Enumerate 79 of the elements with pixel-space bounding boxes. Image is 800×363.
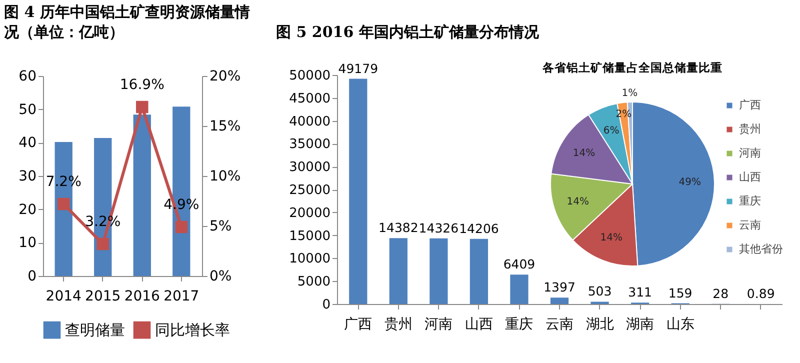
y-tick-label: 20000 bbox=[289, 206, 330, 221]
data-label: 14206 bbox=[459, 220, 499, 236]
chart-title: 图 4 历年中国铝土矿查明资源储量情况（单位：亿吨） bbox=[4, 2, 251, 42]
bar bbox=[430, 238, 448, 304]
y-tick-label: 10 bbox=[18, 235, 36, 252]
point bbox=[175, 220, 188, 234]
y-tick-label: 60 bbox=[18, 68, 36, 84]
legend-label: 广西 bbox=[739, 98, 761, 112]
x-tick-label: 重庆 bbox=[505, 316, 534, 332]
data-label: 4.9% bbox=[164, 197, 200, 213]
point bbox=[136, 100, 148, 114]
y-tick-label: 0 bbox=[28, 268, 36, 284]
y2-tick-label: 20% bbox=[210, 68, 241, 84]
y-tick-label: 40000 bbox=[289, 114, 330, 130]
chart-title: 各省铝土矿储量占全国总储量比重 bbox=[542, 60, 722, 75]
y-tick-label: 15000 bbox=[289, 228, 330, 244]
x-tick-label: 贵州 bbox=[384, 316, 412, 332]
x-tick-label: 湖南 bbox=[626, 316, 654, 332]
y2-tick-label: 10% bbox=[210, 168, 241, 184]
y-tick-label: 30000 bbox=[289, 160, 330, 176]
bar bbox=[550, 298, 569, 304]
x-tick-label: 湖北 bbox=[586, 316, 614, 332]
y-tick-label: 30 bbox=[18, 168, 36, 184]
point bbox=[57, 198, 70, 210]
data-label: 16.9% bbox=[120, 77, 164, 93]
bar bbox=[389, 238, 408, 304]
legend-label: 同比增长率 bbox=[155, 321, 230, 340]
legend-label: 贵州 bbox=[739, 122, 761, 136]
x-tick-label: 2016 bbox=[124, 288, 160, 304]
data-label: 1397 bbox=[544, 280, 576, 295]
bar bbox=[510, 274, 528, 304]
chart-title: 图 5 2016 年国内铝土矿储量分布情况 bbox=[276, 22, 540, 42]
y-tick-label: 5000 bbox=[297, 274, 330, 290]
legend-label: 云南 bbox=[739, 218, 761, 232]
data-label: 49179 bbox=[338, 60, 378, 76]
y-tick-label: 50 bbox=[18, 102, 36, 118]
y-tick-label: 50000 bbox=[289, 68, 330, 84]
data-label: 28 bbox=[712, 286, 729, 301]
data-label: 0.89 bbox=[746, 286, 775, 301]
y-tick-label: 45000 bbox=[289, 91, 330, 106]
data-label: 6409 bbox=[503, 256, 536, 272]
y-tick-label: 25000 bbox=[289, 183, 330, 198]
data-label: 1% bbox=[622, 88, 638, 100]
bar bbox=[349, 78, 368, 304]
legend-label: 其他省份 bbox=[739, 242, 783, 256]
y-tick-label: 35000 bbox=[289, 137, 330, 152]
data-label: 503 bbox=[588, 284, 612, 299]
data-label: 14% bbox=[600, 232, 622, 244]
y2-tick-label: 5% bbox=[210, 218, 232, 234]
data-label: 14% bbox=[566, 196, 590, 208]
legend-label: 查明储量 bbox=[65, 321, 125, 340]
bar bbox=[133, 114, 151, 276]
y-tick-label: 0 bbox=[322, 298, 330, 312]
y-tick-label: 10000 bbox=[289, 252, 330, 267]
x-tick-label: 山东 bbox=[666, 316, 694, 332]
bar bbox=[470, 238, 488, 304]
x-tick-label: 云南 bbox=[546, 316, 574, 332]
data-label: 14382 bbox=[378, 220, 418, 236]
x-tick-label: 山西 bbox=[464, 316, 493, 332]
x-tick-label: 广西 bbox=[344, 316, 372, 332]
legend-label: 河南 bbox=[739, 146, 761, 160]
data-label: 6% bbox=[603, 126, 620, 137]
y2-tick-label: 15% bbox=[210, 118, 241, 134]
data-label: 49% bbox=[678, 177, 701, 188]
x-tick-label: 河南 bbox=[424, 316, 453, 332]
legend-label: 山西 bbox=[739, 170, 761, 184]
y-tick-label: 40 bbox=[18, 135, 36, 152]
legend-label: 重庆 bbox=[739, 194, 761, 208]
x-tick-label: 2014 bbox=[46, 288, 82, 304]
data-label: 311 bbox=[628, 284, 652, 300]
data-label: 3.2% bbox=[85, 214, 121, 230]
point bbox=[96, 238, 109, 250]
data-label: 14% bbox=[572, 148, 596, 160]
data-label: 159 bbox=[668, 285, 692, 300]
y-tick-label: 20 bbox=[18, 202, 36, 218]
y2-tick-label: 0% bbox=[210, 268, 232, 284]
x-tick-label: 2017 bbox=[164, 288, 200, 304]
x-tick-label: 2015 bbox=[85, 288, 121, 304]
data-label: 14326 bbox=[418, 220, 459, 236]
